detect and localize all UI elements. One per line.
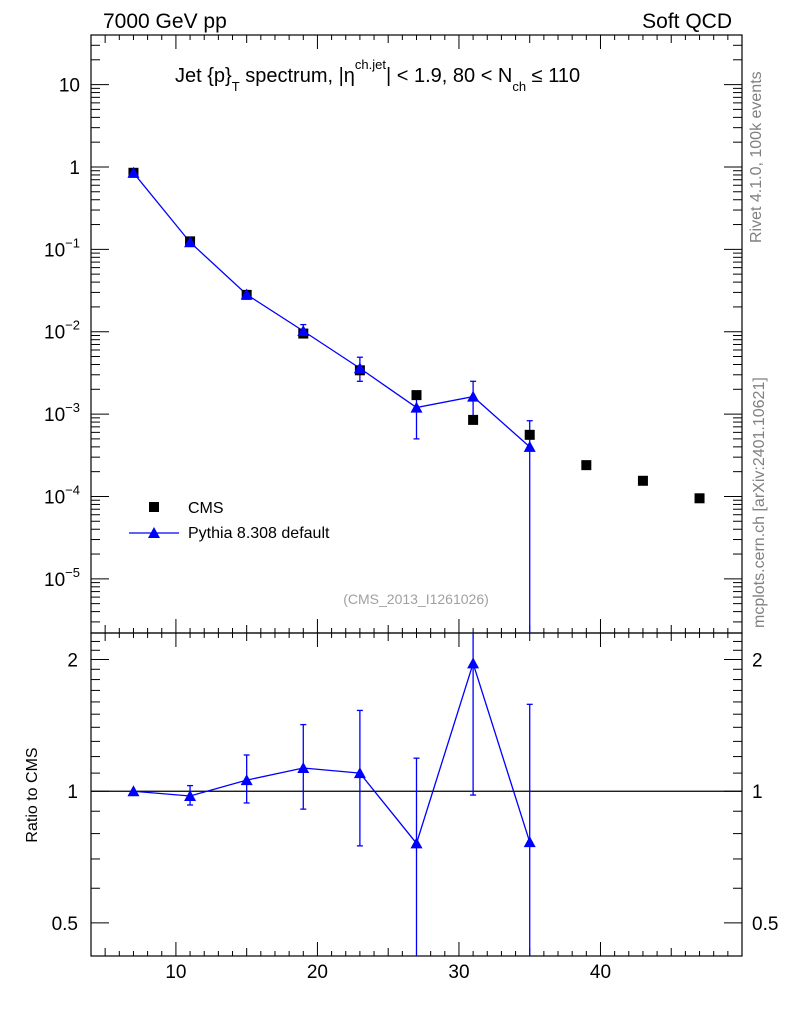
cms-point xyxy=(468,414,479,425)
x-tick-label: 10 xyxy=(165,962,186,983)
y-tick-label-main: 10−3 xyxy=(44,400,80,426)
legend-cms-marker xyxy=(149,502,159,512)
ratio-plot-marks xyxy=(91,633,742,956)
analysis-label: (CMS_2013_I1261026) xyxy=(343,591,489,607)
title-sub1: T xyxy=(232,79,240,94)
legend: CMS Pythia 8.308 default xyxy=(129,500,330,542)
main-axis-ticks: 10 20 30 40 10 1 10−1 10−2 10−3 10−4 10−5 xyxy=(44,34,742,983)
pythia-point xyxy=(127,166,140,178)
y-tick-label-ratio: 1 xyxy=(67,782,78,803)
y-tick-label-ratio: 2 xyxy=(67,651,78,672)
ratio-point xyxy=(184,790,197,802)
y-tick-label-main: 10−4 xyxy=(44,482,80,508)
title-part2: spectrum, |η xyxy=(240,65,355,87)
pythia-point xyxy=(467,390,480,402)
ratio-point xyxy=(523,836,536,848)
x-tick-label: 30 xyxy=(448,962,469,983)
x-tick-label: 40 xyxy=(590,962,611,983)
cms-point xyxy=(524,429,535,440)
ratio-point xyxy=(127,785,140,797)
cms-point xyxy=(694,493,705,504)
title-sup2: ch.jet xyxy=(355,57,386,72)
cms-point xyxy=(411,390,422,401)
header-left: 7000 GeV pp xyxy=(103,10,227,33)
legend-pythia-marker xyxy=(148,527,160,538)
title-part4: ≤ 110 xyxy=(526,65,580,87)
ratio-point xyxy=(297,761,310,773)
y-tick-label-ratio: 0.5 xyxy=(52,914,78,935)
ratio-axis-ticks: 2 2 1 1 0.5 0.5 xyxy=(52,640,778,935)
ratio-point xyxy=(240,774,253,786)
title-part1: Jet {p} xyxy=(175,65,232,87)
cms-point xyxy=(581,460,592,471)
pythia-point xyxy=(297,325,310,337)
y-tick-label-ratio-right: 2 xyxy=(752,651,763,672)
y-tick-label-main: 10 xyxy=(59,76,80,97)
legend-pythia-label: Pythia 8.308 default xyxy=(188,525,330,542)
title-sub3: ch xyxy=(512,79,526,94)
main-panel-frame xyxy=(90,34,743,634)
y-tick-label-ratio-right: 1 xyxy=(752,782,763,803)
ratio-point xyxy=(410,837,423,849)
pythia-line xyxy=(132,172,531,448)
ratio-ylabel: Ratio to CMS xyxy=(24,747,41,842)
pythia-point xyxy=(184,236,197,248)
pythia-point xyxy=(523,440,536,452)
y-tick-label-ratio-right: 0.5 xyxy=(752,914,778,935)
header-right: Soft QCD xyxy=(642,10,732,33)
cms-point xyxy=(637,475,648,486)
x-tick-label: 20 xyxy=(307,962,328,983)
plot-title: Jet {p}T spectrum, |ηch.jet| < 1.9, 80 <… xyxy=(175,57,580,94)
pythia-point xyxy=(353,362,366,374)
y-tick-label-main: 10−2 xyxy=(44,318,80,344)
rivet-label: Rivet 4.1.0, 100k events xyxy=(748,71,765,243)
y-tick-label-main: 10−1 xyxy=(44,235,80,261)
title-part3: | < 1.9, 80 < N xyxy=(386,65,512,87)
y-tick-label-main: 1 xyxy=(69,158,80,179)
ratio-point xyxy=(467,657,480,669)
pythia-point xyxy=(240,288,253,300)
pythia-point xyxy=(410,401,423,413)
y-tick-label-main: 10−5 xyxy=(44,565,80,591)
ratio-point xyxy=(353,767,366,779)
main-plot-marks xyxy=(127,166,705,633)
ratio-line xyxy=(133,661,531,845)
legend-cms-label: CMS xyxy=(188,500,224,517)
mcplots-label: mcplots.cern.ch [arXiv:2401.10621] xyxy=(751,377,768,628)
